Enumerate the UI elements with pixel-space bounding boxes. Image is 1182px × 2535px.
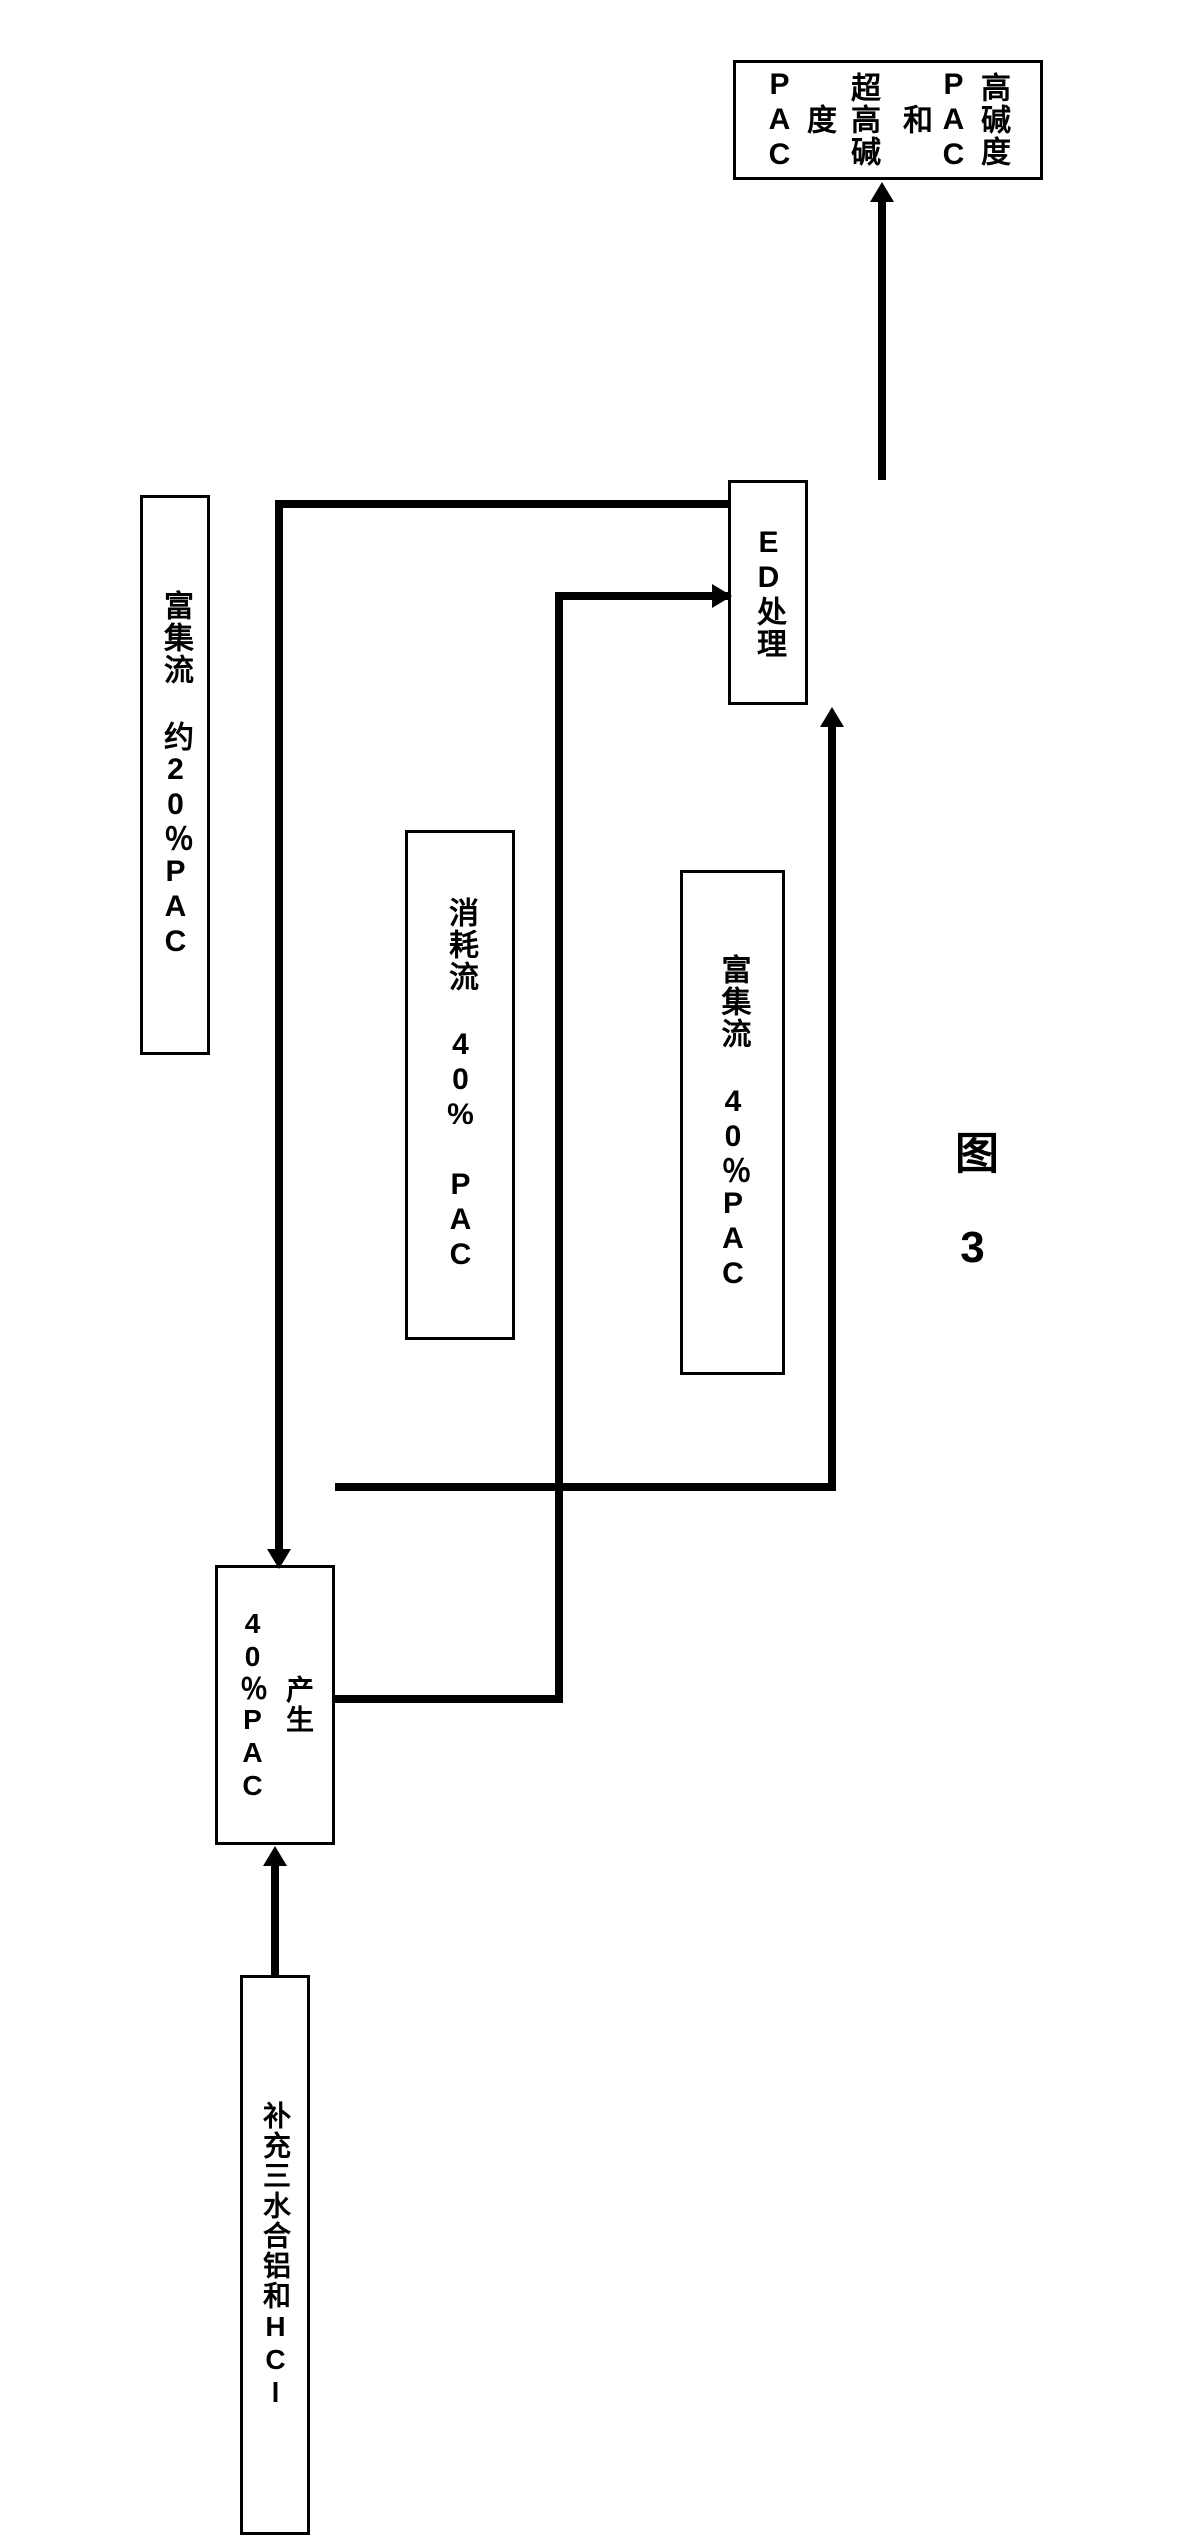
node-rich-20: 富集流 约20％PAC: [140, 495, 210, 1055]
ed-process-label: ED处理: [746, 526, 790, 660]
arrow-ed-left-top-head: [267, 1549, 291, 1569]
arrow-supplement-to-produce-head: [263, 1846, 287, 1866]
arrow-produce-up-v: [555, 1483, 563, 1491]
arrow-ed-left-top-h: [275, 500, 728, 508]
arrow-rich40-bottom-h: [335, 1483, 836, 1491]
figure-label: 图 3: [940, 1130, 1004, 1272]
consume-40-label: 消耗流 40% PAC: [438, 897, 482, 1273]
produce-line1: 产生: [278, 1608, 318, 1803]
rich-40-label: 富集流 40％PAC: [711, 954, 755, 1292]
node-ed-process: ED处理: [728, 480, 808, 705]
produce-line2: 40％PAC: [232, 1608, 272, 1803]
node-supplement: 补充三水合铝和HCl: [240, 1975, 310, 2535]
rich-20-label: 富集流 约20％PAC: [153, 590, 197, 960]
supplement-label: 补充三水合铝和HCl: [255, 2101, 295, 2410]
figure-label-text: 图 3: [948, 1130, 997, 1272]
node-rich-40: 富集流 40％PAC: [680, 870, 785, 1375]
arrow-rich40-to-ed-head: [820, 707, 844, 727]
node-output-pac: 高碱度PAC和 超高碱度PAC: [733, 60, 1043, 180]
arrow-ed-to-output-head: [870, 182, 894, 202]
arrow-consume-to-ed-h: [555, 592, 728, 600]
output-pac-line2: 超高碱度PAC: [762, 63, 884, 177]
node-produce: 产生 40％PAC: [215, 1565, 335, 1845]
arrow-produce-to-consume-h: [335, 1695, 563, 1703]
arrow-consume-to-ed-v: [555, 592, 563, 1702]
arrow-supplement-to-produce: [271, 1862, 279, 1975]
node-consume-40: 消耗流 40% PAC: [405, 830, 515, 1340]
arrow-consume-to-ed-head: [712, 584, 732, 608]
output-pac-line1: 高碱度PAC和: [892, 63, 1014, 177]
arrow-ed-to-output: [878, 200, 886, 480]
arrow-rich40-to-ed-v: [828, 723, 836, 1490]
arrow-ed-left-top-v: [275, 500, 283, 1555]
